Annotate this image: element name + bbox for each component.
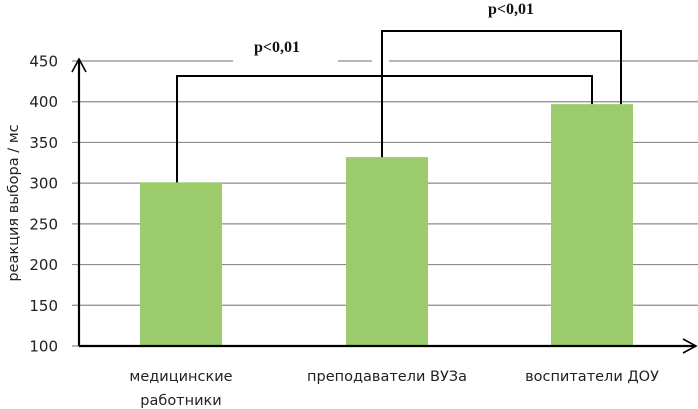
significance-label: p<0,01 — [254, 39, 300, 56]
y-tick-labels: 100 150 200 250 300 350 400 450 — [29, 53, 58, 356]
y-axis-arrow-icon — [71, 57, 87, 73]
bars — [140, 104, 633, 347]
category-label: преподаватели ВУЗа — [307, 369, 467, 385]
y-tick-label: 150 — [29, 297, 58, 315]
significance-bracket — [176, 75, 593, 183]
y-tick-label: 200 — [29, 256, 58, 274]
category-label: работники — [140, 393, 221, 409]
significance-brackets: p<0,01 p<0,01 — [176, 1, 622, 183]
bar — [140, 182, 222, 346]
y-axis-label: реакция выбора / мс — [6, 124, 22, 281]
axes — [71, 57, 698, 354]
y-tick-label: 100 — [29, 338, 58, 356]
x-axis-arrow-icon — [682, 338, 698, 354]
y-tick-label: 250 — [29, 215, 58, 233]
significance-bracket — [381, 30, 622, 158]
y-tick-label: 300 — [29, 175, 58, 193]
y-tick-label: 400 — [29, 93, 58, 111]
category-labels: медицинские работники преподаватели ВУЗа во… — [129, 369, 659, 409]
significance-label: p<0,01 — [488, 1, 534, 18]
y-tick-label: 450 — [29, 53, 58, 71]
bar — [551, 104, 633, 347]
category-label: воспитатели ДОУ — [525, 369, 659, 385]
bar — [346, 157, 428, 346]
category-label: медицинские — [129, 369, 232, 385]
y-tick-label: 350 — [29, 134, 58, 152]
